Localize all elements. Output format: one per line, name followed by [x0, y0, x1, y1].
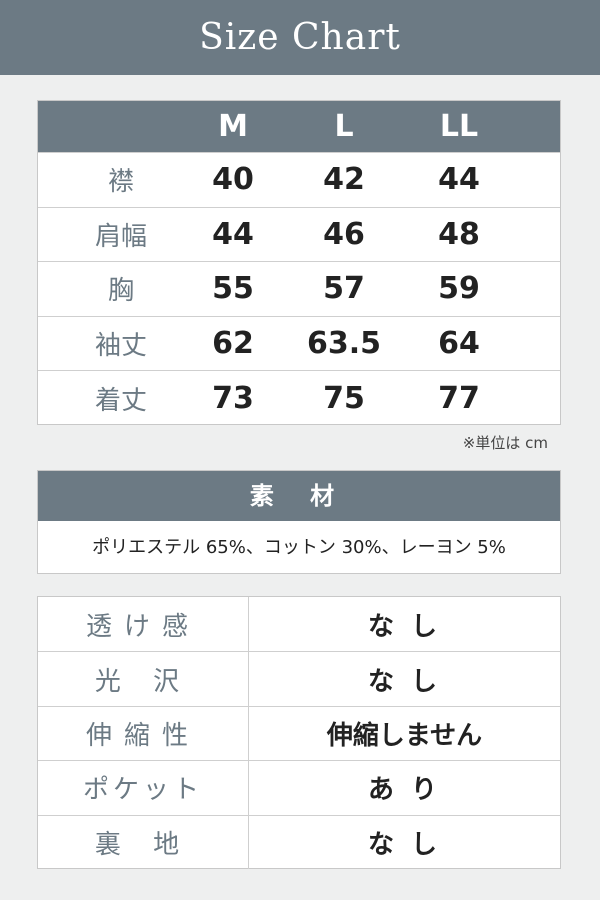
property-value: な し: [367, 611, 442, 642]
unit-note: ※単位は cm: [462, 434, 548, 452]
property-label: 光 沢: [38, 652, 249, 706]
header-size-m: M: [218, 109, 248, 144]
property-value: な し: [367, 666, 442, 697]
material-box: 素 材 ポリエステル 65%、コットン 30%、レーヨン 5%: [37, 470, 561, 574]
table-row: 着丈 73 75 77: [38, 370, 560, 425]
cell-value: 48: [438, 216, 480, 252]
table-row: ポケット あ り: [38, 760, 560, 815]
property-label: 裏 地: [38, 815, 249, 869]
cell-value: 40: [212, 162, 254, 198]
table-row: 肩幅 44 46 48: [38, 206, 560, 262]
row-label: 襟: [107, 167, 134, 198]
property-label: 透け感: [38, 597, 249, 652]
material-text: ポリエステル 65%、コットン 30%、レーヨン 5%: [92, 537, 506, 558]
cell-value: 44: [438, 162, 480, 198]
table-row: 襟 40 42 44: [38, 152, 560, 207]
table-row: 袖丈 62 63.5 64: [38, 315, 560, 371]
cell-value: 75: [323, 380, 365, 416]
header-size-l: L: [334, 109, 354, 144]
size-table-header: M L LL: [38, 101, 560, 152]
size-table: M L LL 襟 40 42 44 肩幅 44 46 48 胸 55 57 59…: [37, 100, 561, 425]
property-value: あ り: [367, 775, 442, 806]
row-label: 胸: [107, 276, 134, 307]
cell-value: 62: [212, 326, 254, 362]
cell-value: 77: [438, 380, 480, 416]
material-title: 素 材: [38, 471, 560, 521]
table-row: 光 沢な し: [38, 651, 560, 706]
page-title: Size Chart: [0, 0, 600, 75]
cell-value: 44: [212, 216, 254, 252]
row-label: 肩幅: [94, 221, 147, 252]
cell-value: 73: [212, 380, 254, 416]
cell-value: 46: [323, 216, 365, 252]
cell-value: 42: [323, 162, 365, 198]
table-row: 伸縮性 伸縮しません: [38, 705, 560, 761]
property-label: 伸縮性: [38, 706, 249, 761]
row-label: 着丈: [94, 385, 147, 416]
property-value: な し: [367, 829, 442, 860]
properties-table: 透け感な し 光 沢な し 伸縮性 伸縮しません ポケットあ り 裏 地な し: [37, 596, 561, 869]
property-value: 伸縮しません: [326, 720, 483, 751]
cell-value: 57: [323, 271, 365, 307]
cell-value: 55: [212, 271, 254, 307]
cell-value: 64: [438, 326, 480, 362]
header-size-ll: LL: [439, 109, 479, 144]
table-row: 透け感 な し: [38, 597, 560, 652]
row-label: 袖丈: [94, 331, 147, 362]
cell-value: 63.5: [306, 326, 382, 362]
table-row: 胸 55 57 59: [38, 261, 560, 316]
cell-value: 59: [438, 271, 480, 307]
property-label: ポケット: [38, 761, 249, 815]
table-row: 裏 地な し: [38, 814, 560, 869]
